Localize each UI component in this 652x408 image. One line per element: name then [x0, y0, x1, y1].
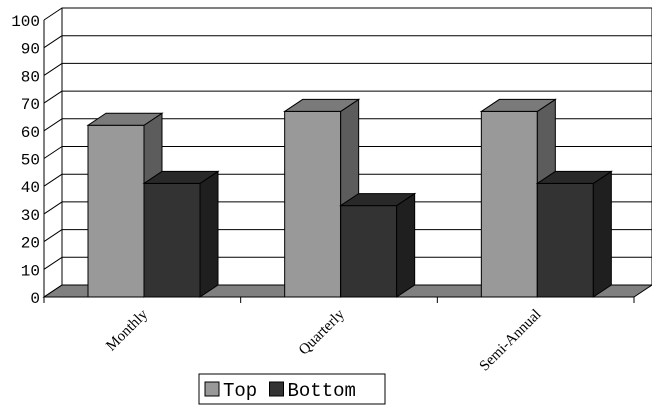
gridline-depth	[43, 146, 63, 159]
y-tick-label: 10	[21, 262, 40, 280]
y-tick-label: 40	[21, 179, 40, 197]
legend: Top Bottom	[198, 373, 386, 405]
y-tick-label: 70	[21, 96, 40, 114]
gridline-depth	[43, 118, 63, 132]
y-tick-label: 90	[21, 41, 40, 59]
y-tick-label: 30	[21, 207, 40, 225]
bar-top-monthly	[86, 112, 164, 298]
y-tick-label: 100	[11, 13, 40, 31]
y-tick-label: 50	[21, 152, 40, 170]
legend-box	[198, 373, 386, 405]
gridline-depth	[43, 35, 63, 49]
gridline-depth	[43, 201, 63, 215]
bar-bottom-semi-annual	[535, 170, 613, 298]
x-tick-label: Monthly	[103, 306, 151, 354]
gridline-depth	[43, 256, 63, 270]
x-tick-label: Semi-Annual	[477, 307, 545, 375]
x-tick-label: Quarterly	[296, 306, 348, 358]
legend-label-top: Top	[223, 380, 257, 402]
gridline-depth	[43, 90, 63, 104]
gridline-depth	[43, 7, 63, 21]
y-tick-label: 0	[30, 290, 40, 308]
y-tick-label: 20	[21, 235, 40, 253]
gridline-depth	[43, 62, 63, 76]
gridline-depth	[43, 229, 63, 243]
legend-label-bottom: Bottom	[288, 380, 356, 402]
bars	[86, 98, 613, 298]
x-axis-labels: Monthly Quarterly Semi-Annual	[43, 297, 635, 375]
gridline-depth	[43, 173, 63, 187]
legend-swatch-top	[204, 381, 220, 397]
legend-swatch-bottom	[269, 381, 284, 397]
bar-bottom-monthly	[142, 170, 220, 298]
y-tick-label: 80	[21, 68, 40, 86]
bar-bottom-quarterly	[339, 192, 417, 298]
y-axis-ticks: 0 10 20 30 40 50 60 70 80 90 100	[11, 13, 45, 308]
gridline-depth	[43, 284, 63, 298]
bar-top-quarterly	[283, 98, 361, 298]
y-tick-label: 60	[21, 124, 40, 142]
